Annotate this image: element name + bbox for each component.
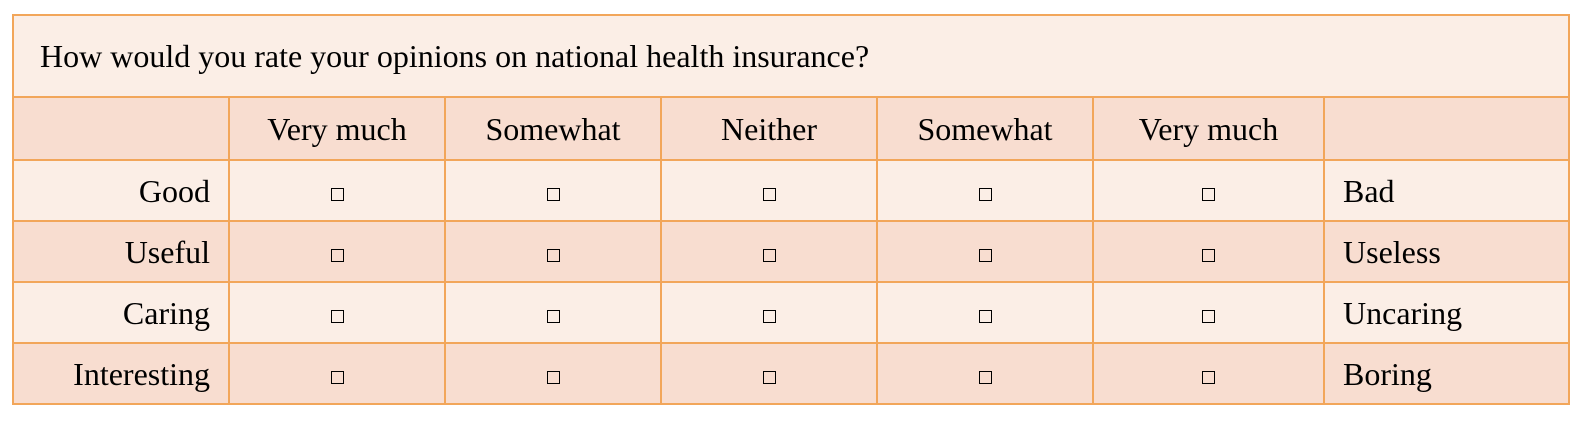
question-row: How would you rate your opinions on nati…: [11, 14, 1571, 98]
right-anchor-label: Uncaring: [1322, 281, 1571, 344]
checkbox-icon[interactable]: [978, 309, 992, 323]
checkbox-icon[interactable]: [1202, 187, 1215, 201]
right-anchor-label: Useless: [1322, 220, 1571, 283]
checkbox-icon[interactable]: [330, 370, 344, 384]
checkbox-icon[interactable]: [546, 370, 560, 384]
right-anchor-label: Bad: [1322, 159, 1571, 222]
checkbox-icon[interactable]: [546, 309, 560, 323]
left-anchor-label: Good: [12, 159, 230, 222]
scale-header-very-much-left: Very much: [228, 96, 446, 161]
question-text: How would you rate your opinions on nati…: [11, 14, 1571, 98]
left-anchor-label: Interesting: [12, 342, 230, 405]
scale-header-very-much-right: Very much: [1092, 96, 1325, 161]
checkbox-icon[interactable]: [978, 370, 992, 384]
survey-table: How would you rate your opinions on nati…: [11, 14, 1571, 405]
checkbox-icon[interactable]: [330, 309, 344, 323]
checkbox-icon[interactable]: [1202, 370, 1215, 384]
rating-row-interesting-boring: Interesting Boring: [12, 342, 1571, 405]
checkbox-icon[interactable]: [546, 248, 560, 262]
right-anchor-label: Boring: [1322, 342, 1571, 405]
left-anchor-label: Useful: [12, 220, 230, 283]
checkbox-icon[interactable]: [330, 248, 344, 262]
scale-header-neither: Neither: [660, 96, 878, 161]
checkbox-icon[interactable]: [762, 187, 776, 201]
scale-header-blank-right: [1322, 96, 1571, 161]
scale-header-somewhat-right: Somewhat: [876, 96, 1094, 161]
rating-row-good-bad: Good Bad: [12, 159, 1571, 222]
rating-row-useful-useless: Useful Useless: [12, 220, 1571, 283]
scale-header-row: Very much Somewhat Neither Somewhat Very…: [12, 96, 1571, 161]
checkbox-icon[interactable]: [330, 187, 344, 201]
checkbox-icon[interactable]: [762, 248, 776, 262]
checkbox-icon[interactable]: [978, 187, 992, 201]
scale-header-somewhat-left: Somewhat: [444, 96, 662, 161]
checkbox-icon[interactable]: [762, 370, 776, 384]
rating-row-caring-uncaring: Caring Uncaring: [12, 281, 1571, 344]
checkbox-icon[interactable]: [762, 309, 776, 323]
scale-header-blank-left: [12, 96, 230, 161]
checkbox-icon[interactable]: [1202, 248, 1215, 262]
checkbox-icon[interactable]: [978, 248, 992, 262]
left-anchor-label: Caring: [12, 281, 230, 344]
checkbox-icon[interactable]: [546, 187, 560, 201]
checkbox-icon[interactable]: [1202, 309, 1215, 323]
